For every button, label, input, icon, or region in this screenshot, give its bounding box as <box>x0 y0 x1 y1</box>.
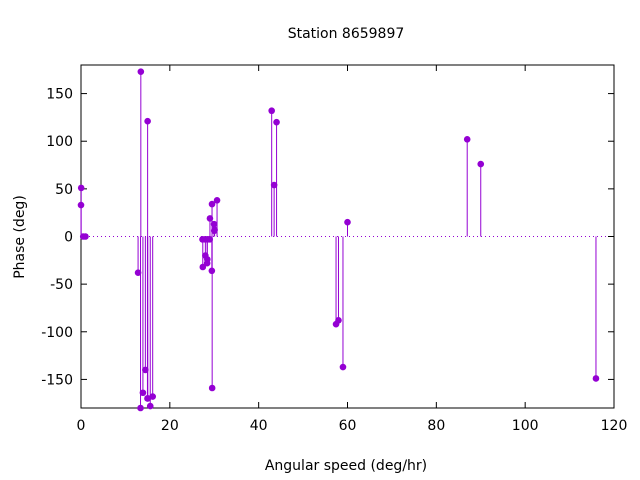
x-axis-label: Angular speed (deg/hr) <box>265 458 427 474</box>
data-point <box>208 200 216 208</box>
data-point <box>137 68 145 75</box>
x-tick-label: 100 <box>512 418 539 434</box>
x-tick-label: 120 <box>601 418 628 434</box>
data-point <box>149 393 156 400</box>
data-point <box>134 269 142 277</box>
x-tick-label: 20 <box>161 418 179 434</box>
data-marks <box>77 68 600 412</box>
y-tick-label: 0 <box>64 230 73 246</box>
y-axis-label: Phase (deg) <box>12 195 28 279</box>
data-point <box>137 404 144 412</box>
data-point <box>204 256 211 263</box>
x-axis: 0 20 40 60 80 100 120 <box>77 65 628 434</box>
y-tick-label: 150 <box>46 87 73 103</box>
data-point <box>463 136 471 143</box>
data-point <box>592 375 600 382</box>
data-point <box>335 317 342 324</box>
data-point <box>146 402 154 410</box>
data-point <box>270 181 278 189</box>
x-tick-label: 40 <box>250 418 268 434</box>
data-point <box>344 218 351 226</box>
data-point <box>268 107 275 115</box>
data-point <box>199 263 207 271</box>
data-point <box>211 226 218 234</box>
data-point <box>477 160 485 168</box>
x-tick-label: 80 <box>427 418 445 434</box>
x-tick-label: 0 <box>77 418 86 434</box>
y-tick-label: 100 <box>46 134 73 150</box>
y-tick-label: -150 <box>41 372 73 388</box>
y-axis: -150 -100 -50 0 50 100 150 <box>41 87 614 388</box>
data-point <box>210 220 218 228</box>
x-tick-label: 60 <box>339 418 357 434</box>
data-point <box>273 118 280 126</box>
data-point <box>144 117 151 125</box>
data-point <box>82 233 89 240</box>
data-point <box>339 363 347 371</box>
data-point <box>213 196 221 204</box>
data-point <box>77 184 85 192</box>
chart-title: Station 8659897 <box>288 26 405 42</box>
y-tick-label: -50 <box>50 277 73 293</box>
y-tick-label: 50 <box>55 182 73 198</box>
y-tick-label: -100 <box>41 325 73 341</box>
data-point <box>139 389 147 397</box>
data-point <box>208 384 216 392</box>
